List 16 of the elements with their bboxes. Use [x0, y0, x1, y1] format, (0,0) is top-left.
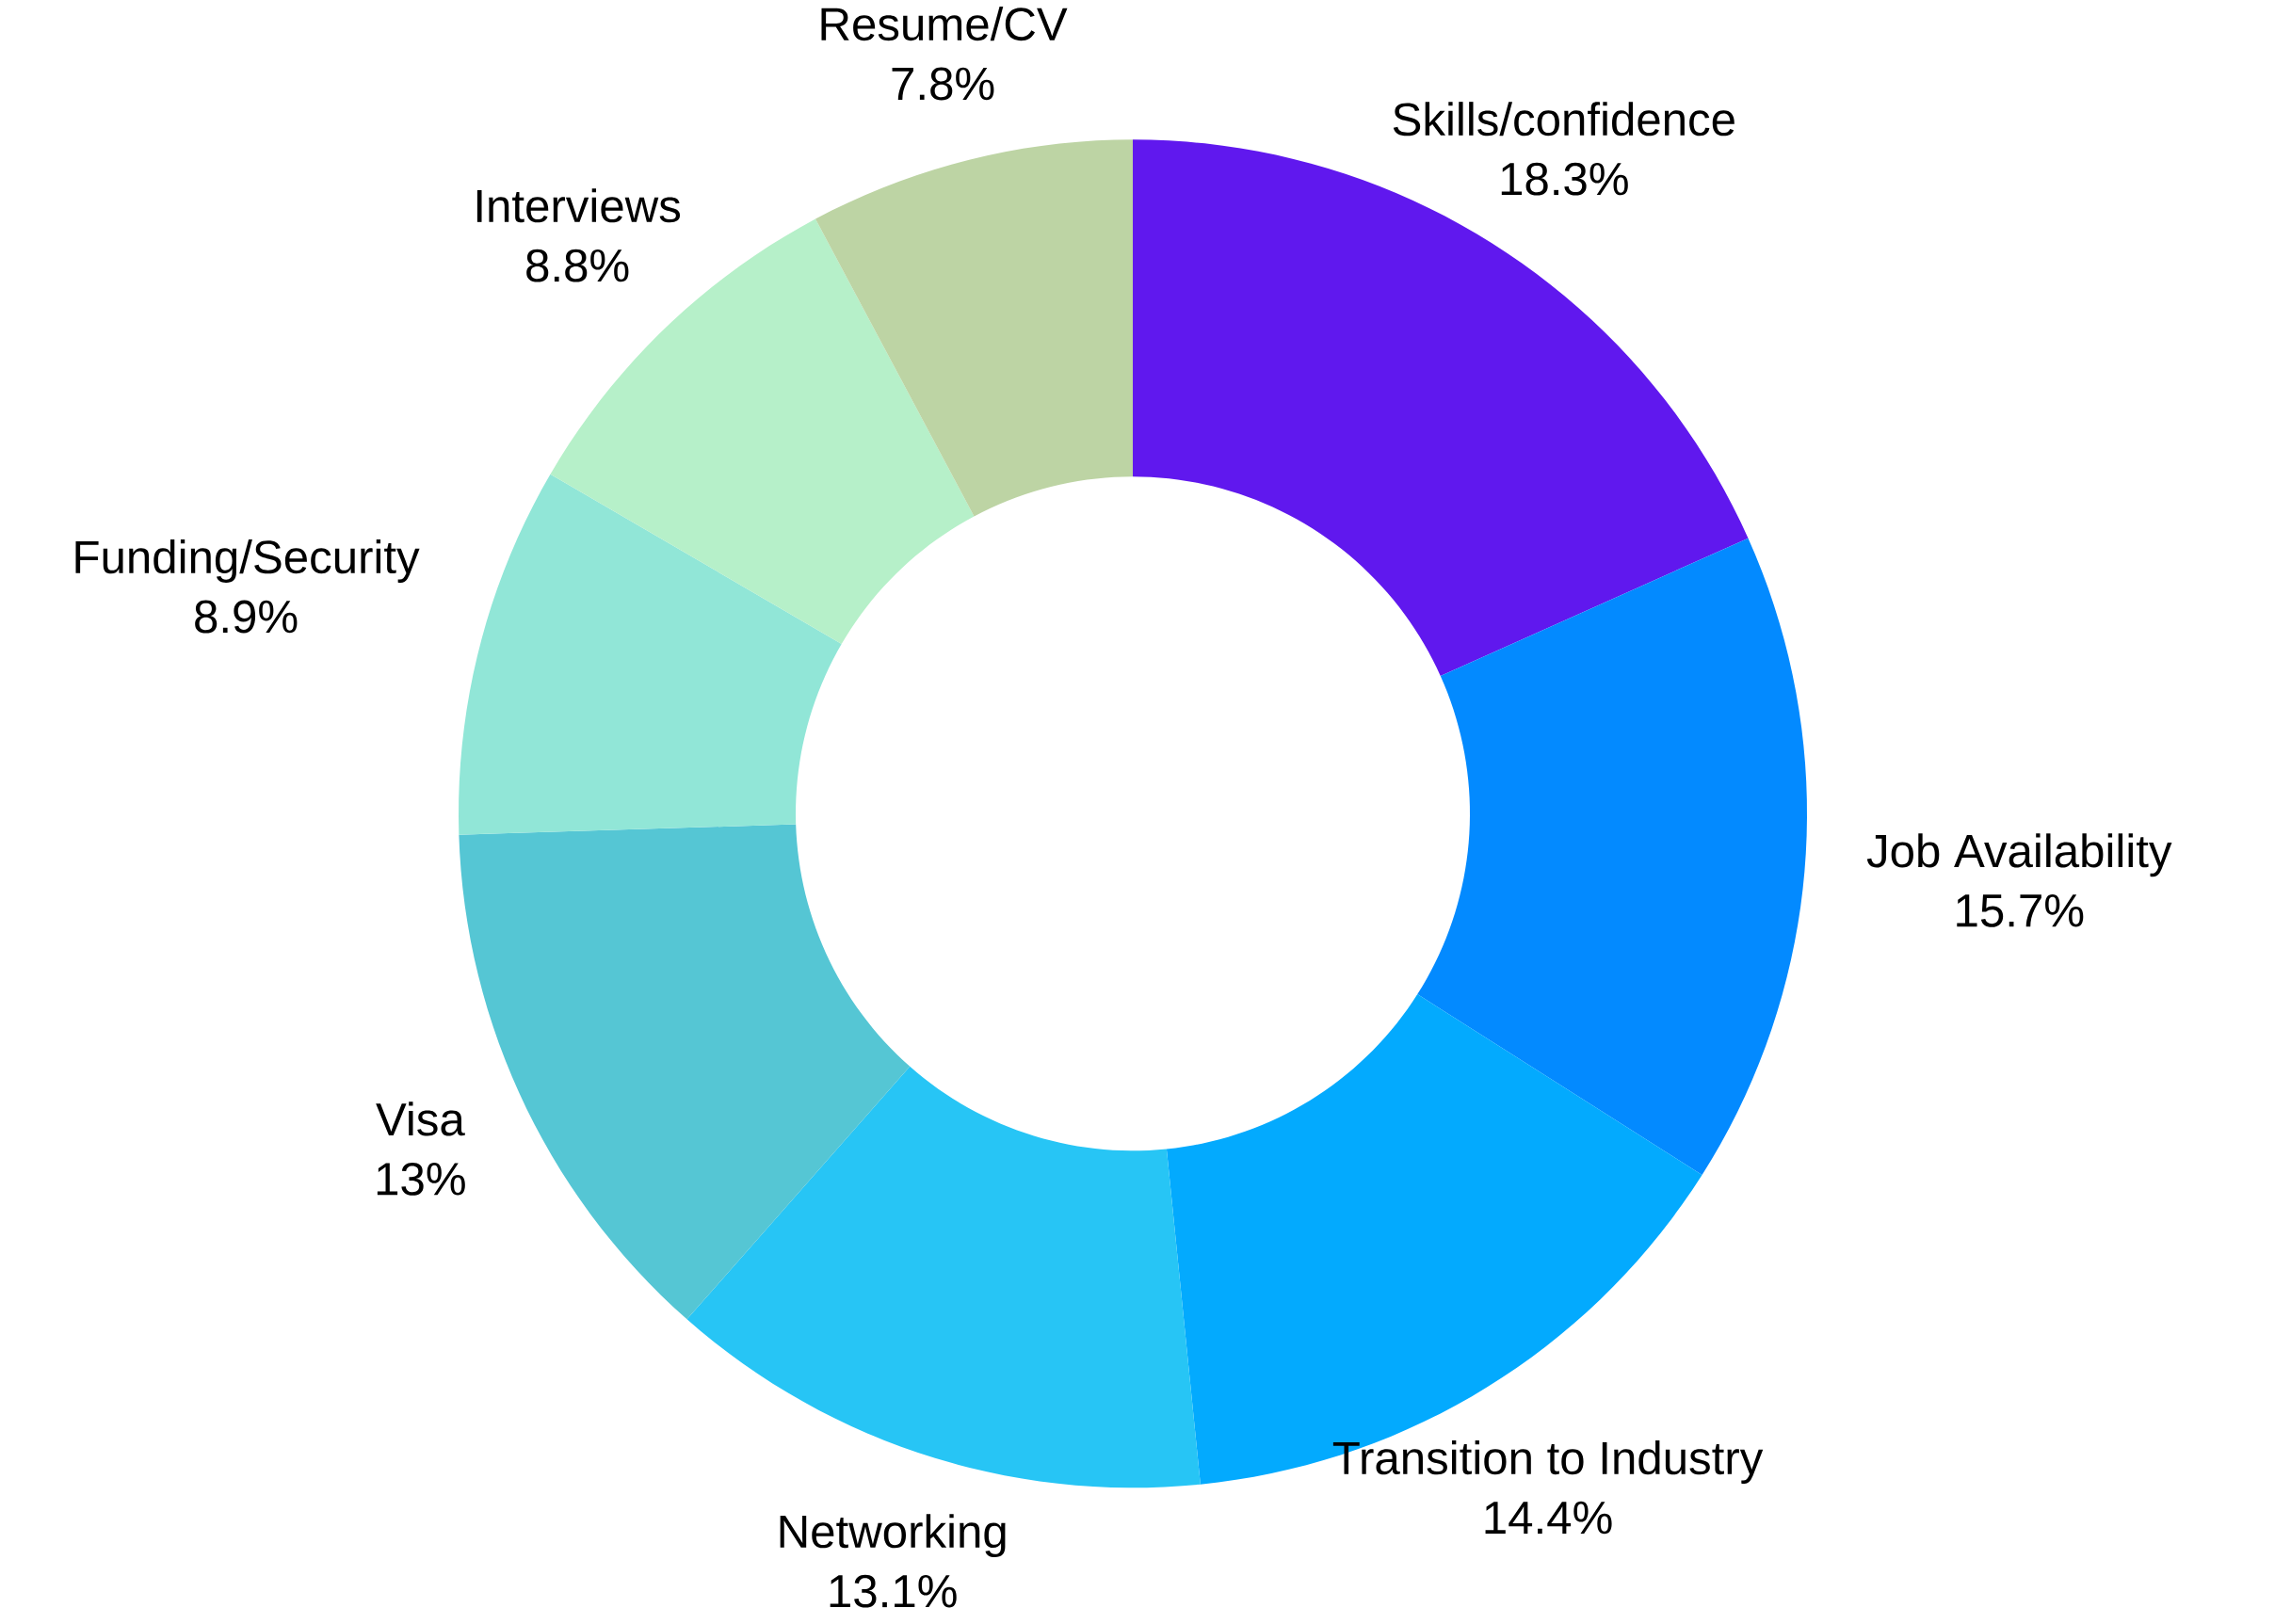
slice-label: Resume/CV	[821, 6, 1068, 40]
slice-label: Funding/Security	[75, 539, 420, 583]
slice-label: Networking	[780, 1514, 1006, 1557]
slice-label: Job Availability	[1866, 833, 2172, 877]
data-label: 7.8%	[892, 67, 994, 101]
slice-label: Interviews	[476, 188, 681, 223]
data-label: 8.9%	[195, 600, 298, 634]
data-label: 13.1%	[830, 1574, 957, 1608]
data-label: 8.8%	[526, 249, 629, 282]
slice-label: Transition to Industry	[1332, 1439, 1764, 1484]
data-label: 15.7%	[1957, 893, 2084, 927]
slice-label: Visa	[376, 1101, 465, 1136]
data-label: 13%	[377, 1162, 465, 1196]
data-label: 14.4%	[1485, 1501, 1612, 1535]
data-label: 18.3%	[1501, 162, 1628, 196]
slice-label: Skills/confidence	[1393, 102, 1734, 137]
